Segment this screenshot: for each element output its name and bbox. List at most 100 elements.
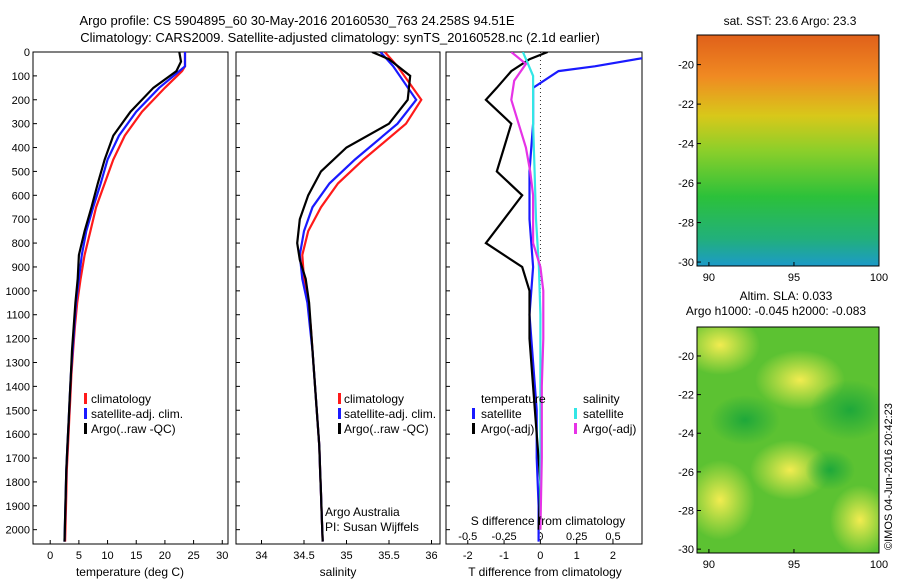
- legend-label-satellite: satellite-adj. clim.: [91, 407, 183, 421]
- temperature-panel: 0100200300400500600700800900100011001200…: [6, 47, 450, 579]
- legend-swatch-climatology: [84, 393, 87, 404]
- sst-map-image: [697, 35, 879, 266]
- depth-tick-label: 1900: [6, 501, 30, 513]
- lon-tick-label: 100: [870, 559, 888, 571]
- depth-tick-label: 1500: [6, 405, 30, 417]
- sla-map-title-line1: Altim. SLA: 0.033: [740, 289, 833, 303]
- legend-label-s-argo: Argo(-adj): [583, 422, 636, 436]
- sst-map-lon-ticks: 90 95 100: [703, 262, 888, 284]
- salinity-legend: climatology satellite-adj. clim. Argo(..…: [338, 392, 436, 436]
- lon-tick-label: 95: [788, 559, 800, 571]
- lat-tick-label: -28: [678, 506, 694, 518]
- legend-header-temperature: temperature: [481, 392, 546, 406]
- salinity-axis-ticks: 34 34.5 35 35.5 36: [255, 540, 438, 562]
- temperature-axis-label: temperature (deg C): [76, 565, 184, 579]
- legend-header-salinity: salinity: [583, 392, 620, 406]
- legend-label-t-argo: Argo(-adj): [481, 422, 534, 436]
- depth-tick-label: 600: [12, 190, 30, 202]
- t-difference-axis-label: T difference from climatology: [468, 565, 622, 579]
- x-tick-label: 10: [101, 550, 113, 562]
- sla-map-title-line2: Argo h1000: -0.045 h2000: -0.083: [686, 304, 866, 318]
- depth-tick-label: 100: [12, 71, 30, 83]
- legend-swatch-t-argo: [472, 423, 475, 434]
- difference-profile-lines: [484, 52, 642, 544]
- lat-tick-label: -22: [678, 390, 694, 402]
- difference-legend: temperature salinity satellite Argo(-adj…: [472, 392, 636, 436]
- legend-label-satellite: satellite-adj. clim.: [344, 407, 436, 421]
- lat-tick-label: -24: [678, 139, 694, 151]
- profile-line-salinity-satellite: [521, 52, 542, 530]
- sst-map-lat-ticks: -20 -22 -24 -26 -28 -30: [678, 60, 701, 269]
- depth-tick-label: 200: [12, 95, 30, 107]
- profile-line-temperature-satellite: [528, 57, 642, 542]
- x-tick-label: 36: [425, 550, 437, 562]
- depth-tick-label: 1800: [6, 477, 30, 489]
- s-tick-label: 0.5: [605, 531, 620, 543]
- sla-map: Altim. SLA: 0.033 Argo h1000: -0.045 h20…: [678, 289, 888, 571]
- s-tick-label: 0.25: [566, 531, 587, 543]
- depth-tick-label: 300: [12, 119, 30, 131]
- lat-tick-label: -22: [678, 99, 694, 111]
- legend-swatch-s-satellite: [574, 408, 577, 419]
- legend-swatch-argo: [84, 423, 87, 434]
- owner-line1: Argo Australia: [325, 505, 400, 519]
- owner-line2: PI: Susan Wijffels: [325, 520, 419, 534]
- profile-line-temperature-argo-adj-: [484, 52, 549, 530]
- profile-line-satellite-adj-clim-: [298, 52, 418, 542]
- x-tick-label: -2: [463, 550, 473, 562]
- legend-swatch-satellite: [84, 408, 87, 419]
- x-tick-label: 35.5: [378, 550, 399, 562]
- x-tick-label: 30: [216, 550, 228, 562]
- depth-tick-label: 0: [24, 47, 30, 59]
- profile-line-salinity-argo-adj-: [510, 52, 545, 530]
- depth-tick-label: 1100: [6, 310, 30, 322]
- lat-tick-label: -26: [678, 178, 694, 190]
- x-tick-label: -1: [499, 550, 509, 562]
- legend-label-climatology: climatology: [91, 392, 151, 406]
- depth-tick-label: 2000: [6, 525, 30, 537]
- depth-tick-label: 1600: [6, 429, 30, 441]
- legend-swatch-satellite: [338, 408, 341, 419]
- x-tick-label: 0: [537, 550, 543, 562]
- salinity-profile-lines: [296, 52, 423, 542]
- depth-tick-label: 1700: [6, 453, 30, 465]
- depth-tick-label: 800: [12, 238, 30, 250]
- figure-title-line1: Argo profile: CS 5904895_60 30-May-2016 …: [79, 13, 514, 28]
- sst-map: sat. SST: 23.6 Argo: 23.3 -20-22-24-26-2…: [678, 14, 888, 284]
- profile-line-argo-raw-qc-: [296, 52, 412, 542]
- sla-map-lat-ticks: -20 -22 -24 -26 -28 -30: [678, 351, 701, 556]
- profile-line-argo-raw-qc-: [63, 52, 183, 542]
- legend-swatch-climatology: [338, 393, 341, 404]
- lat-tick-label: -20: [678, 351, 694, 363]
- depth-tick-label: 1300: [6, 357, 30, 369]
- figure-title-line2: Climatology: CARS2009. Satellite-adjuste…: [80, 30, 600, 45]
- sst-map-title: sat. SST: 23.6 Argo: 23.3: [724, 14, 857, 28]
- lat-tick-label: -20: [678, 60, 694, 72]
- depth-tick-label: 1200: [6, 334, 30, 346]
- lat-tick-label: -28: [678, 218, 694, 230]
- x-tick-label: 5: [76, 550, 82, 562]
- imos-credit: ©IMOS 04-Jun-2016 20:42:23: [883, 403, 895, 550]
- x-tick-label: 15: [130, 550, 142, 562]
- x-tick-label: 34.5: [293, 550, 314, 562]
- legend-swatch-argo: [338, 423, 341, 434]
- lat-tick-label: -26: [678, 467, 694, 479]
- sla-map-image: [697, 327, 879, 553]
- depth-tick-label: 400: [12, 143, 30, 155]
- temperature-legend: climatology satellite-adj. clim. Argo(..…: [84, 392, 183, 436]
- lon-tick-label: 90: [703, 272, 715, 284]
- depth-tick-label: 1400: [6, 381, 30, 393]
- lat-tick-label: -30: [678, 257, 694, 269]
- x-tick-label: 34: [255, 550, 267, 562]
- legend-label-s-satellite: satellite: [583, 407, 624, 421]
- x-tick-label: 2: [610, 550, 616, 562]
- legend-swatch-s-argo: [574, 423, 577, 434]
- depth-tick-label: 1000: [6, 286, 30, 298]
- legend-label-argo: Argo(..raw -QC): [344, 422, 429, 436]
- s-tick-label: -0.25: [492, 531, 517, 543]
- temperature-axis-ticks: 0 5 10 15 20 25 30: [47, 540, 228, 562]
- depth-tick-label: 700: [12, 214, 30, 226]
- salinity-axis-label: salinity: [320, 565, 357, 579]
